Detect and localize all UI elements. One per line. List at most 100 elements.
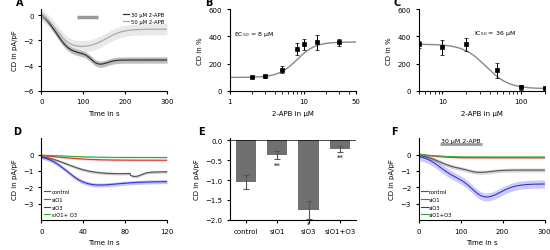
siO3 (113, 183, 120, 186)
Y-axis label: CD in %: CD in % (386, 37, 392, 64)
siO1 (476, 156, 482, 160)
siO1+O3 (415, 154, 422, 157)
siO1+O3 (541, 156, 548, 159)
50 μM 2-APB (98, 40, 105, 43)
siO3 (538, 183, 545, 186)
Y-axis label: CD in pA/pF: CD in pA/pF (12, 159, 18, 200)
Text: D: D (14, 126, 21, 136)
siO1+ O3 (38, 154, 45, 157)
control (483, 171, 490, 174)
Line: 30 μM 2-APB: 30 μM 2-APB (41, 16, 167, 65)
Line: siO3: siO3 (41, 158, 167, 185)
siO1 (541, 157, 548, 160)
control (115, 172, 122, 176)
Line: control: control (41, 157, 167, 177)
siO1 (483, 157, 490, 160)
Text: EC$_{50}$ = 8 μM: EC$_{50}$ = 8 μM (234, 30, 274, 39)
siO1 (164, 159, 170, 162)
siO1 (152, 159, 158, 162)
Text: F: F (391, 126, 398, 136)
siO3 (145, 181, 151, 184)
control (38, 156, 45, 158)
Text: IC$_{50}$ = 36 μM: IC$_{50}$ = 36 μM (474, 28, 515, 38)
siO3 (164, 180, 170, 184)
Legend: control, siO1, siO3, siO1+O3: control, siO1, siO3, siO1+O3 (421, 190, 453, 217)
siO1 (144, 159, 151, 162)
30 μM 2-APB (106, 61, 113, 64)
control (491, 170, 497, 173)
Bar (298, 140, 319, 210)
siO3 (97, 184, 103, 187)
Text: 30 μM 2-APB: 30 μM 2-APB (441, 138, 480, 143)
control (152, 171, 159, 174)
siO3 (116, 182, 122, 186)
control (113, 172, 119, 176)
30 μM 2-APB (113, 60, 120, 63)
X-axis label: Time in s: Time in s (89, 110, 120, 116)
siO1 (538, 157, 544, 160)
control (112, 172, 119, 176)
siO1+ O3 (144, 156, 151, 159)
Bar (267, 140, 288, 156)
50 μM 2-APB (141, 29, 148, 32)
Legend: 30 μM 2-APB, 50 μM 2-APB: 30 μM 2-APB, 50 μM 2-APB (123, 13, 164, 25)
Line: siO1: siO1 (419, 155, 544, 158)
Line: 50 μM 2-APB: 50 μM 2-APB (41, 16, 167, 47)
siO3 (491, 194, 497, 197)
siO3 (415, 155, 422, 158)
50 μM 2-APB (161, 28, 168, 32)
X-axis label: Time in s: Time in s (466, 239, 497, 245)
control (541, 169, 548, 172)
siO1+ O3 (164, 156, 170, 159)
siO1+O3 (490, 156, 497, 159)
control (477, 171, 483, 174)
Text: **: ** (337, 154, 343, 160)
siO1 (519, 157, 525, 160)
control (519, 169, 525, 172)
siO1+O3 (476, 156, 482, 159)
siO1+ O3 (113, 156, 119, 159)
30 μM 2-APB (98, 63, 105, 66)
Text: **: ** (274, 162, 280, 168)
50 μM 2-APB (98, 40, 104, 43)
siO3 (476, 194, 482, 196)
Line: siO3: siO3 (419, 157, 544, 197)
50 μM 2-APB (79, 46, 85, 49)
siO1+O3 (519, 156, 525, 159)
Y-axis label: CD in %: CD in % (197, 37, 204, 64)
siO1+ O3 (115, 156, 122, 159)
siO3 (475, 193, 482, 196)
Y-axis label: CD in pA/pF: CD in pA/pF (12, 30, 18, 71)
30 μM 2-APB (98, 63, 104, 66)
control (476, 171, 482, 174)
50 μM 2-APB (38, 15, 45, 18)
50 μM 2-APB (113, 33, 120, 36)
control (475, 171, 482, 174)
siO1+O3 (538, 156, 544, 159)
siO3 (152, 180, 159, 184)
X-axis label: Time in s: Time in s (89, 239, 120, 245)
siO3 (541, 183, 548, 186)
Line: siO1: siO1 (41, 156, 167, 160)
control (39, 156, 45, 158)
siO1 (113, 159, 119, 162)
control (164, 170, 170, 173)
Text: C: C (393, 0, 401, 8)
X-axis label: 2-APB in μM: 2-APB in μM (272, 110, 314, 116)
siO1 (38, 154, 45, 158)
Line: siO1+ O3: siO1+ O3 (41, 156, 167, 158)
siO1 (415, 154, 422, 157)
control (538, 169, 545, 172)
siO3 (39, 156, 45, 159)
siO1 (112, 159, 119, 162)
siO3 (113, 183, 119, 186)
control (132, 175, 139, 178)
Text: *: * (307, 221, 310, 227)
siO1 (475, 156, 482, 160)
Text: B: B (205, 0, 212, 8)
siO1 (39, 154, 45, 158)
50 μM 2-APB (164, 28, 170, 32)
Text: E: E (199, 126, 205, 136)
Line: control: control (419, 156, 544, 173)
30 μM 2-APB (164, 59, 170, 62)
